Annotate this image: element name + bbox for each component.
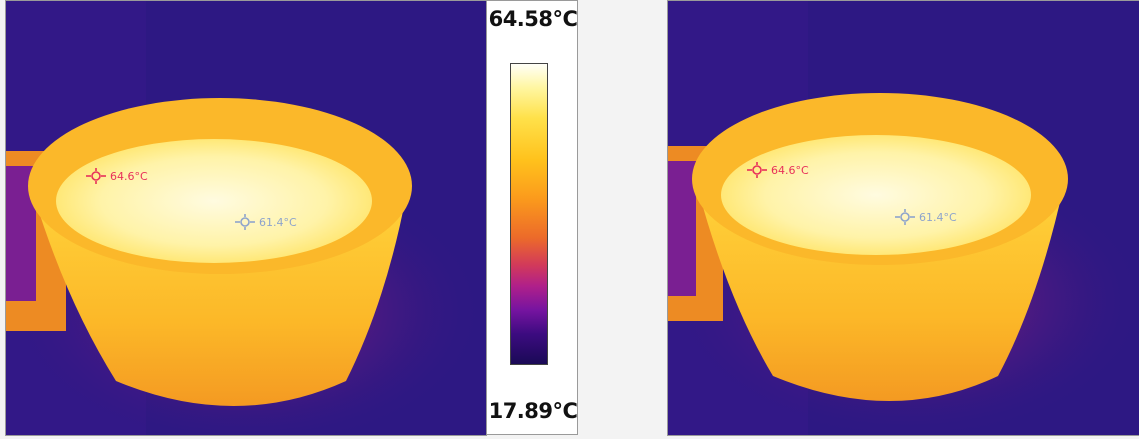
hot-spot-temperature: 64.6°C [771,163,809,177]
cool-spot-temperature: 61.4°C [919,210,957,224]
thermal-image-right: 64.6°C 61.4°C [667,0,1139,436]
thermal-image-left: 64.6°C 61.4°C [5,0,487,436]
temperature-scale: 64.58°C 17.89°C [486,0,578,435]
max-temperature-label: 64.58°C [488,7,578,31]
crosshair-icon [747,162,767,178]
thermal-cup-image [6,1,486,435]
color-scale-bar [510,63,548,365]
hot-spot-marker: 64.6°C [86,168,148,184]
crosshair-icon [86,168,106,184]
crosshair-icon [235,214,255,230]
thermal-cup-image [668,1,1139,435]
cool-spot-marker: 61.4°C [235,214,297,230]
hot-spot-marker: 64.6°C [747,162,809,178]
hot-spot-temperature: 64.6°C [110,169,148,183]
crosshair-icon [895,209,915,225]
cool-spot-marker: 61.4°C [895,209,957,225]
cool-spot-temperature: 61.4°C [259,215,297,229]
min-temperature-label: 17.89°C [488,399,578,423]
